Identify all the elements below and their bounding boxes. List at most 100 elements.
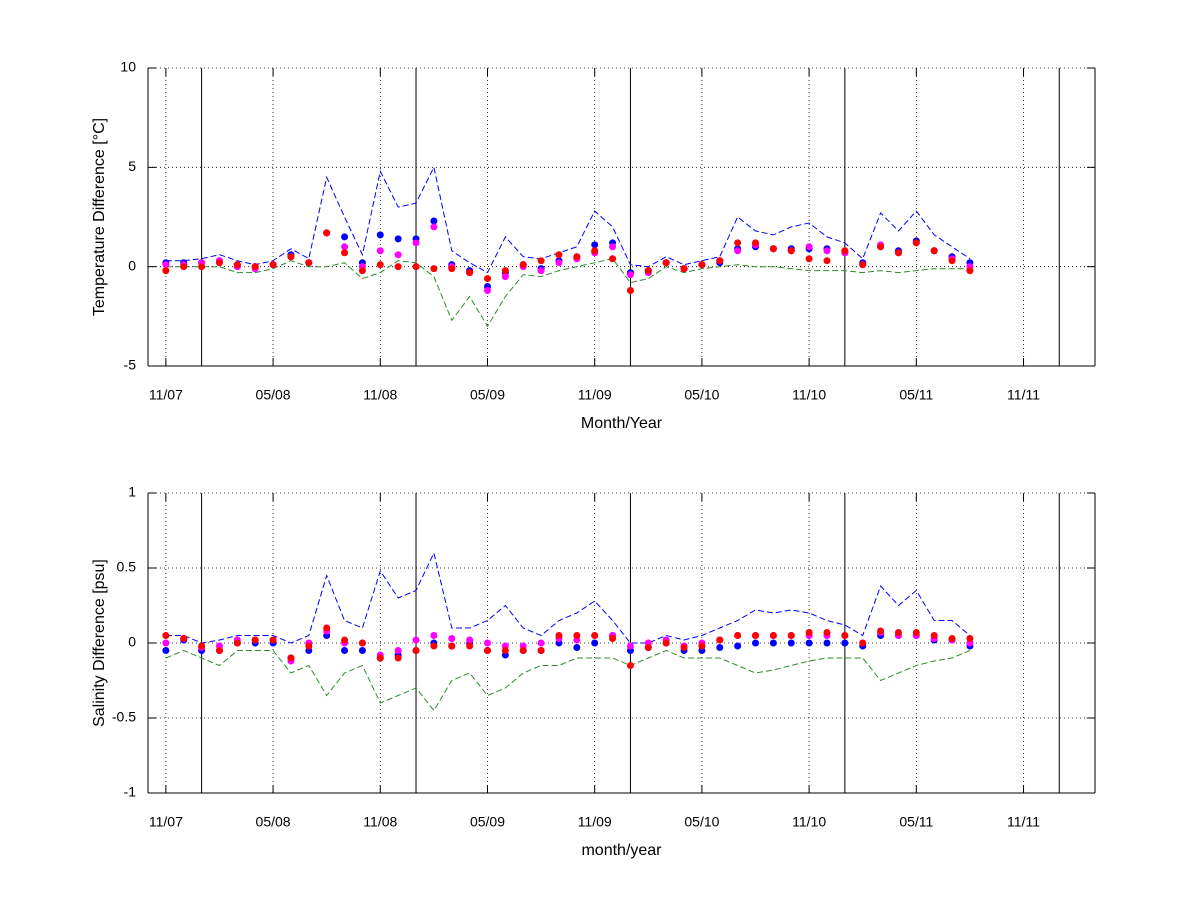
y-tick-label: 0.5 [117,559,137,575]
data-point [912,629,920,636]
data-point [430,632,438,639]
data-point [501,273,509,281]
data-point [430,642,438,650]
data-point [769,639,777,647]
data-point [752,639,760,647]
x-tick-label: 11/09 [578,814,612,830]
data-point [162,261,170,269]
data-point [501,267,509,275]
data-point [805,243,813,251]
data-point [412,636,420,644]
data-point [430,223,438,231]
data-point [412,647,420,654]
data-point [358,639,366,647]
y-tick-label: -0.5 [112,709,136,725]
data-point [466,636,474,644]
x-tick-label: 05/09 [470,814,505,830]
data-point [626,287,634,295]
data-point [448,642,456,650]
x-tick-label: 05/08 [256,387,291,403]
y-tick-label: 5 [128,158,136,174]
data-point [412,263,420,271]
data-point [948,635,956,642]
data-point [841,632,849,639]
data-point [805,639,813,647]
data-point [734,247,742,255]
data-point [323,229,331,237]
x-axis-label: Month/Year [581,415,663,432]
series-line [165,649,971,712]
data-point [215,647,223,654]
data-point [769,245,777,253]
data-point [823,247,831,255]
data-point [269,636,277,644]
data-point [698,642,706,650]
data-point [823,639,831,647]
x-tick-label: 11/11 [1007,814,1040,830]
data-point [466,642,474,650]
data-point [859,639,867,647]
data-point [894,629,902,636]
data-point [251,636,259,644]
data-point [341,647,349,654]
data-point [162,647,170,654]
data-point [555,259,563,267]
data-point [805,629,813,636]
data-point [537,257,545,265]
data-point [162,639,170,647]
data-point [769,632,777,639]
data-point [930,632,938,639]
data-point [376,247,384,255]
data-point [734,239,742,247]
data-point [734,642,742,650]
data-point [555,251,563,259]
x-tick-label: 11/07 [149,814,183,830]
data-point [787,639,795,647]
y-tick-label: -5 [124,357,137,373]
data-point [162,267,170,275]
x-tick-label: 05/10 [684,387,719,403]
data-point [698,261,706,269]
data-point [180,263,188,271]
data-point [162,632,170,639]
data-point [358,647,366,654]
series-line [165,551,971,644]
data-point [841,639,849,647]
data-point [448,635,456,642]
data-point [573,644,581,651]
data-point [341,636,349,644]
data-point [716,636,724,644]
y-tick-label: -1 [124,784,137,800]
y-axis-label: Temperature Difference [°C] [91,118,108,316]
series-line [165,165,971,274]
x-tick-label: 11/08 [363,387,397,403]
data-point [358,267,366,275]
data-point [483,275,491,283]
data-point [537,639,545,647]
data-point [323,624,331,632]
data-point [215,259,223,267]
data-point [877,627,885,635]
data-point [787,632,795,639]
data-point [805,255,813,263]
data-point [626,662,634,669]
data-point [591,632,599,639]
data-point [376,654,384,662]
data-point [966,267,974,275]
data-point [644,267,652,275]
y-axis-label: Salinity Difference [psu] [91,559,108,727]
x-tick-label: 05/11 [899,387,933,403]
x-tick-label: 11/07 [149,387,183,403]
data-point [591,639,599,647]
data-point [483,287,491,295]
data-point [501,647,509,654]
data-point [823,629,831,636]
data-point [752,239,760,247]
data-point [180,635,188,642]
data-point [483,647,491,654]
chart-panel: -1 -0.5 0 0.5 1 11/07 05/08 11/08 05/09 11/09 05/1… [91,484,1096,859]
x-axis-label: month/year [581,842,662,859]
data-point [966,635,974,642]
data-point [948,257,956,265]
data-point [626,271,634,279]
